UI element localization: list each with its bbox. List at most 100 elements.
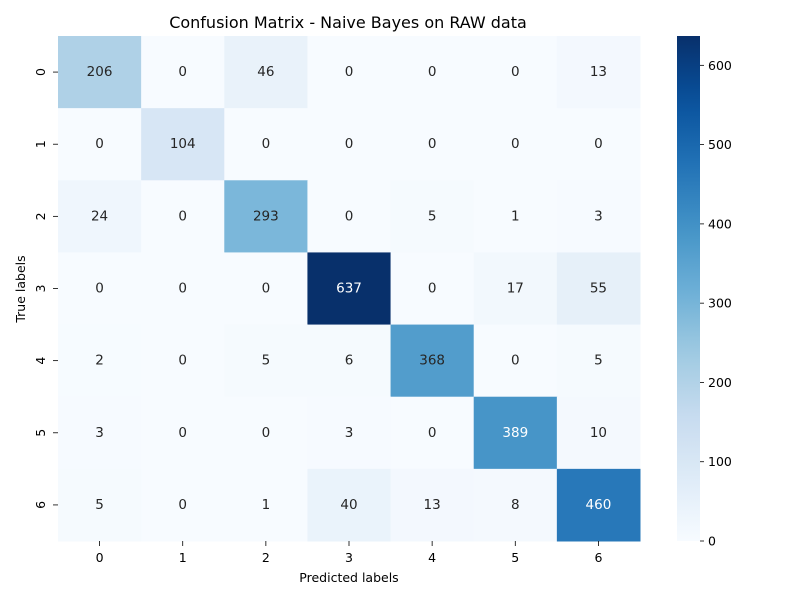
heatmap-cell [141, 180, 225, 253]
heatmap-cell [473, 396, 558, 470]
heatmap-cell [224, 180, 308, 253]
cell-value-label: 0 [428, 136, 437, 152]
cell-value-label: 3 [594, 208, 603, 224]
cell-value-label: 3 [345, 425, 354, 441]
heatmap-cell [556, 180, 641, 253]
heatmap-cell [58, 468, 142, 542]
heatmap-cell [58, 252, 142, 326]
cell-value-label: 0 [511, 353, 520, 369]
heatmap-cell [58, 180, 142, 253]
colorbar-tick-label: 500 [708, 137, 732, 152]
cell-value-label: 0 [95, 136, 104, 152]
cell-value-label: 0 [428, 281, 437, 297]
heatmap-cell [473, 468, 558, 542]
cell-value-label: 1 [262, 497, 271, 513]
cell-value-label: 0 [428, 64, 437, 80]
heatmap-cell [224, 468, 308, 542]
heatmap-cell [307, 324, 392, 398]
cell-value-label: 55 [590, 281, 607, 297]
cell-value-label: 10 [590, 425, 607, 441]
colorbar-tick-label: 400 [708, 216, 732, 231]
colorbar-tick-label: 100 [708, 454, 732, 469]
cell-value-label: 0 [511, 136, 520, 152]
cell-value-label: 0 [178, 497, 187, 513]
heatmap-cell [58, 324, 142, 398]
heatmap-cell [58, 36, 142, 109]
cell-value-label: 0 [95, 281, 104, 297]
cell-value-label: 0 [345, 64, 354, 80]
heatmap-cell [473, 36, 558, 109]
cell-value-label: 1 [511, 208, 520, 224]
cell-value-label: 0 [345, 136, 354, 152]
cell-value-label: 5 [594, 353, 603, 369]
y-tick-label: 2 [33, 212, 48, 220]
heatmap-cell [473, 252, 558, 326]
x-tick-label: 6 [594, 550, 602, 565]
heatmap-cell [307, 108, 392, 181]
colorbar: 0 100 200 300 400 500 600 [677, 36, 732, 549]
cell-value-label: 46 [257, 64, 274, 80]
cell-value-label: 460 [586, 497, 612, 513]
heatmap-cell [141, 396, 225, 470]
colorbar-tick-label: 600 [708, 58, 732, 73]
heatmap-cell [224, 108, 308, 181]
cell-value-label: 13 [590, 64, 607, 80]
heatmap-cells [58, 36, 641, 542]
heatmap-cell [473, 324, 558, 398]
heatmap-cell [390, 180, 475, 253]
cell-value-label: 0 [262, 136, 271, 152]
cell-value-label: 637 [336, 281, 362, 297]
heatmap-cell [141, 108, 225, 181]
heatmap-cell [141, 324, 225, 398]
heatmap-cell [473, 108, 558, 181]
cell-value-label: 24 [91, 208, 108, 224]
cell-value-label: 2 [95, 353, 104, 369]
heatmap-cell [307, 252, 392, 326]
cell-value-label: 0 [178, 208, 187, 224]
heatmap-cell [307, 180, 392, 253]
x-axis-label: Predicted labels [299, 570, 398, 585]
y-axis-label: True labels [13, 255, 28, 323]
heatmap-cell [224, 36, 308, 109]
cell-value-label: 0 [511, 64, 520, 80]
cell-value-label: 8 [511, 497, 520, 513]
cell-value-label: 0 [178, 64, 187, 80]
x-tick-label: 3 [345, 550, 353, 565]
cell-value-label: 0 [178, 353, 187, 369]
x-tick-label: 5 [511, 550, 519, 565]
colorbar-tick-label: 300 [708, 296, 732, 311]
cell-labels: 206 0 46 0 0 0 130 104 0 0 0 0 024 0 293 0 5 1 30 0 0 637 0 17 5… [87, 64, 612, 513]
cell-value-label: 0 [428, 425, 437, 441]
y-tick-label: 1 [33, 140, 48, 148]
x-tick-label: 0 [96, 550, 104, 565]
chart-title: Confusion Matrix - Naive Bayes on RAW da… [169, 13, 527, 32]
heatmap-cell [556, 396, 641, 470]
heatmap-cell [141, 252, 225, 326]
heatmap-cell [390, 324, 475, 398]
y-tick-label: 4 [33, 357, 48, 365]
y-tick-label: 6 [33, 501, 48, 509]
heatmap-cell [556, 468, 641, 542]
heatmap-cell [224, 252, 308, 326]
cell-value-label: 17 [507, 281, 524, 297]
cell-value-label: 5 [262, 353, 271, 369]
heatmap-cell [58, 108, 142, 181]
cell-value-label: 13 [424, 497, 441, 513]
heatmap-cell [224, 324, 308, 398]
heatmap-cell [473, 180, 558, 253]
cell-value-label: 104 [170, 136, 196, 152]
heatmap-cell [390, 468, 475, 542]
cell-value-label: 40 [340, 497, 357, 513]
y-tick-label: 0 [33, 68, 48, 76]
x-tick-label: 1 [179, 550, 187, 565]
cell-value-label: 5 [95, 497, 104, 513]
cell-value-label: 206 [87, 64, 113, 80]
colorbar-tick-label: 200 [708, 375, 732, 390]
cell-value-label: 0 [178, 425, 187, 441]
y-tick-label: 5 [33, 429, 48, 437]
cell-value-label: 3 [95, 425, 104, 441]
heatmap-cell [141, 468, 225, 542]
heatmap-cell [390, 36, 475, 109]
heatmap-cell [224, 396, 308, 470]
